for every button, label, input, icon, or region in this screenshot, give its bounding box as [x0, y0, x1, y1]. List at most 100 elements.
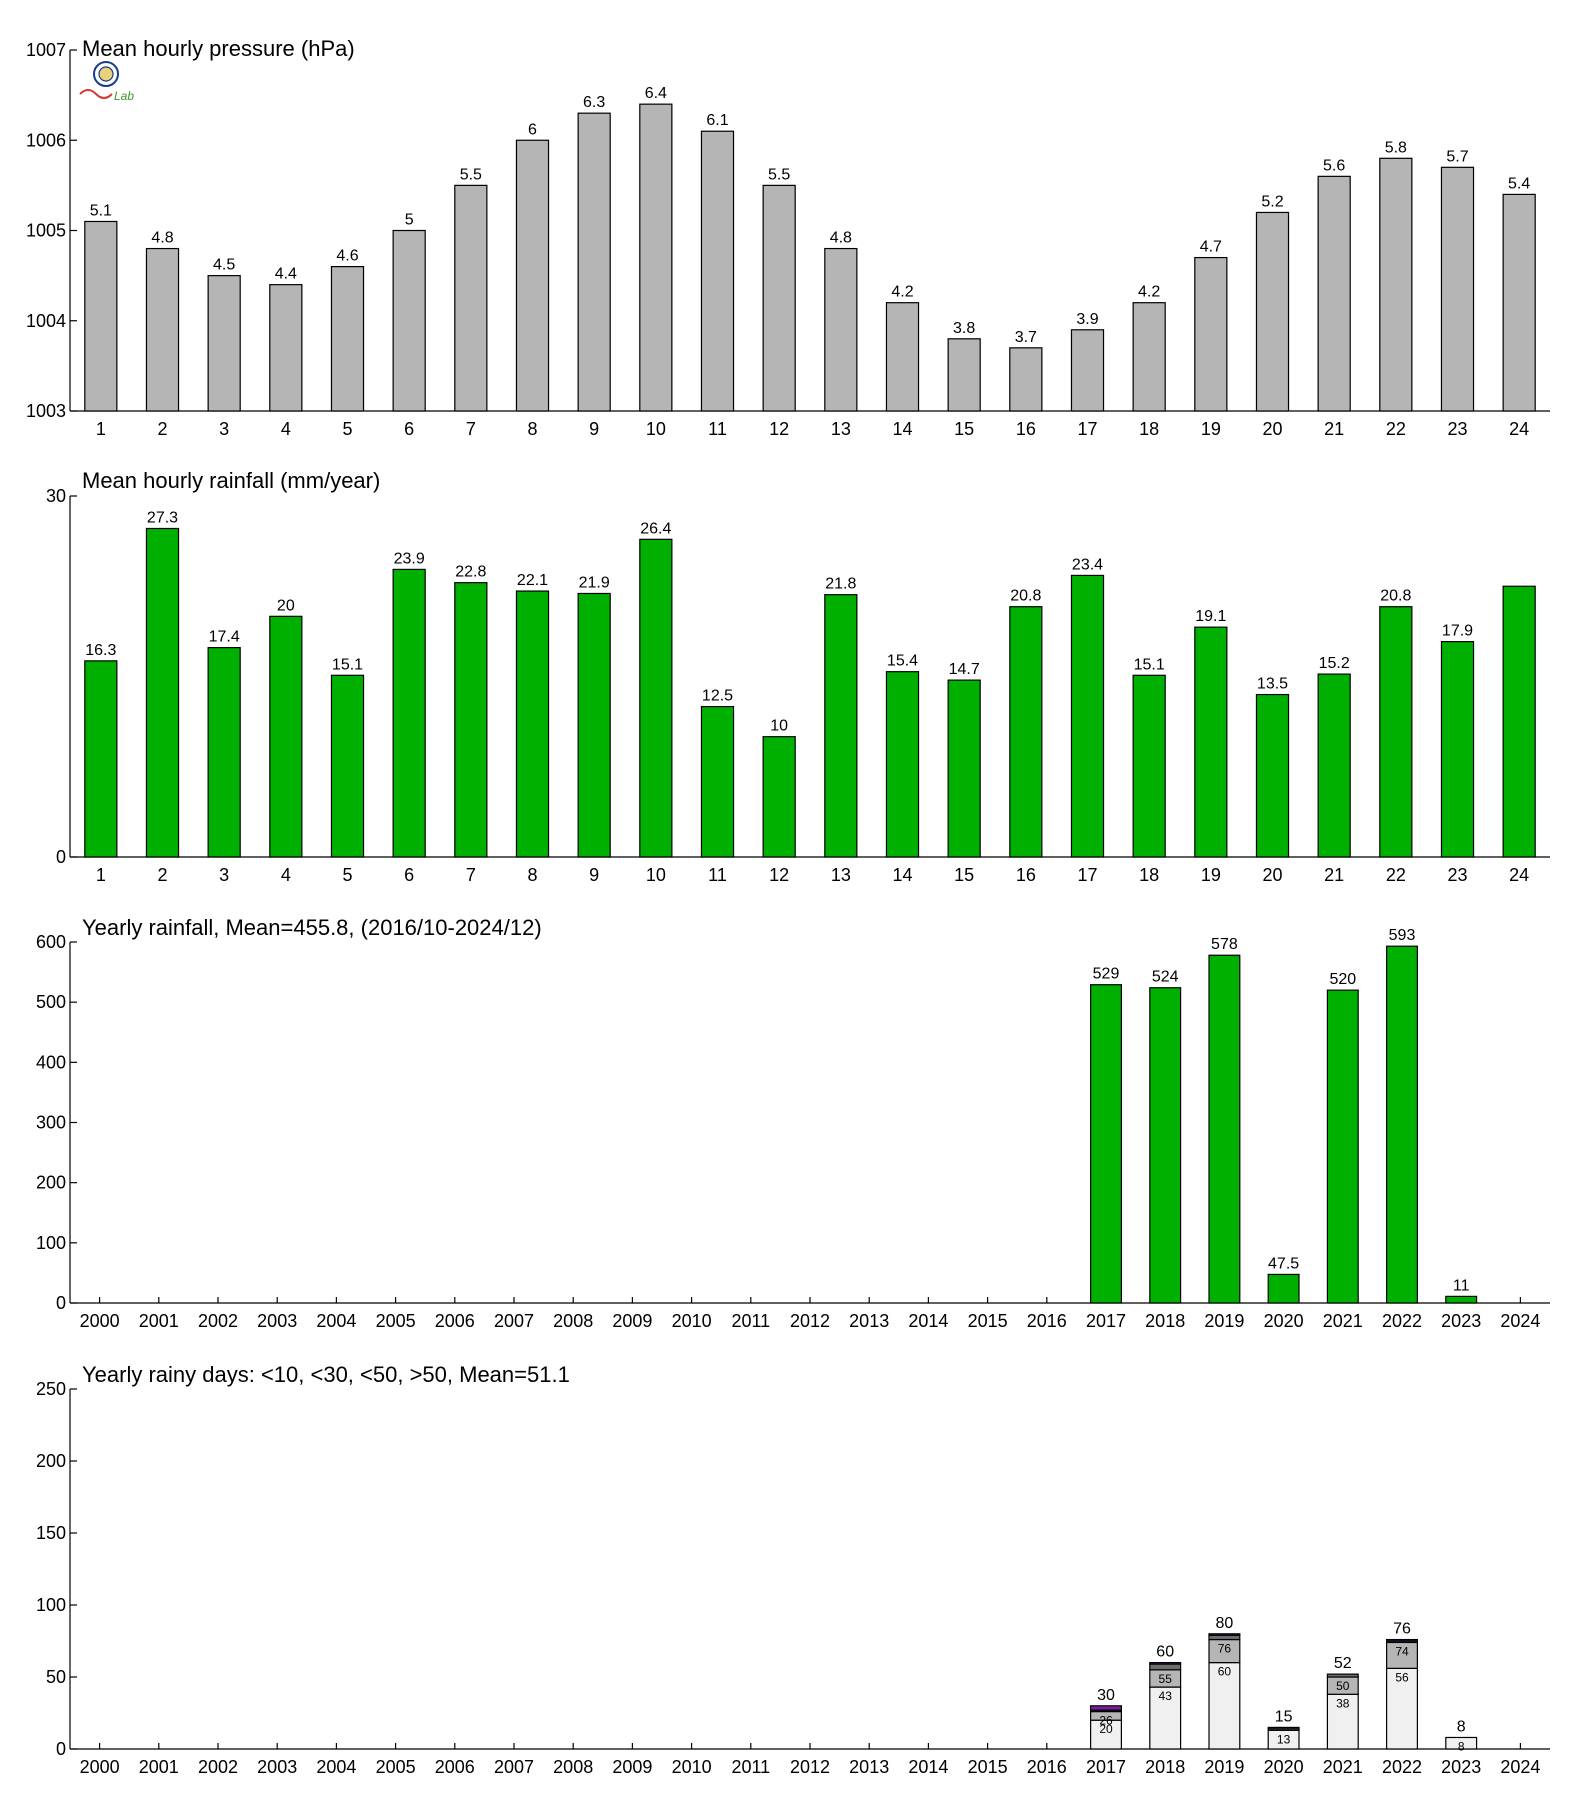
- value-label: 5.7: [1446, 148, 1468, 165]
- x-tick-label: 2008: [553, 1757, 593, 1777]
- value-label: 15.1: [1134, 656, 1165, 673]
- x-tick-label: 3: [219, 865, 229, 885]
- bar: [577, 112, 611, 412]
- bar: [762, 184, 796, 412]
- value-label: 22.8: [455, 564, 486, 581]
- y-tick-label: 500: [36, 992, 66, 1012]
- x-tick-label: 2010: [672, 1311, 712, 1331]
- stack-segment: [1208, 1661, 1241, 1750]
- bar: [1070, 329, 1105, 412]
- x-tick-label: 2018: [1145, 1311, 1185, 1331]
- stack-segment: [1149, 1663, 1182, 1671]
- y-tick-label: 200: [36, 1451, 66, 1471]
- total-label: 15: [1275, 1708, 1293, 1725]
- stack-segment: [1208, 1634, 1241, 1641]
- x-tick-label: 2001: [139, 1757, 179, 1777]
- x-tick-label: 14: [892, 865, 912, 885]
- bar: [824, 594, 858, 858]
- x-tick-label: 2024: [1500, 1757, 1540, 1777]
- chart-title: Mean hourly pressure (hPa): [82, 36, 355, 61]
- value-label: 6.1: [706, 112, 728, 129]
- x-tick-label: 7: [466, 419, 476, 439]
- x-tick-label: 2007: [494, 1757, 534, 1777]
- value-label: 5.5: [460, 166, 482, 183]
- x-tick-label: 2000: [80, 1757, 120, 1777]
- value-label: 16.3: [85, 642, 116, 659]
- bar: [1267, 1273, 1300, 1304]
- x-tick-label: 3: [219, 419, 229, 439]
- inner-label-lt10: 56: [1395, 1670, 1409, 1684]
- bar: [145, 527, 180, 858]
- bar: [515, 139, 550, 412]
- stack-segment: [1386, 1641, 1418, 1669]
- x-tick-label: 16: [1016, 865, 1036, 885]
- x-tick-label: 2004: [316, 1311, 356, 1331]
- bar: [1255, 211, 1290, 412]
- total-label: 80: [1216, 1615, 1234, 1632]
- value-label: 26.4: [640, 520, 671, 537]
- x-tick-label: 17: [1077, 419, 1097, 439]
- x-tick-label: 2021: [1323, 1757, 1363, 1777]
- x-tick-label: 11: [708, 419, 727, 439]
- value-label: 524: [1152, 969, 1179, 986]
- x-tick-label: 2023: [1441, 1311, 1481, 1331]
- value-label: 20.8: [1380, 588, 1411, 605]
- stack-segment: [1267, 1726, 1300, 1730]
- x-tick-label: 2015: [968, 1757, 1008, 1777]
- x-tick-label: 2002: [198, 1757, 238, 1777]
- x-tick-label: 12: [769, 865, 789, 885]
- value-label: 578: [1211, 936, 1238, 953]
- x-tick-label: 2020: [1264, 1757, 1304, 1777]
- bar: [1009, 347, 1043, 412]
- y-tick-label: 30: [46, 486, 66, 506]
- value-label: 4.2: [891, 284, 913, 301]
- bar: [1317, 175, 1351, 412]
- y-tick-label: 200: [36, 1173, 66, 1193]
- x-tick-label: 6: [404, 865, 414, 885]
- x-tick-label: 2018: [1145, 1757, 1185, 1777]
- x-tick-label: 18: [1139, 419, 1159, 439]
- x-tick-label: 19: [1201, 419, 1221, 439]
- y-tick-label: 100: [36, 1595, 66, 1615]
- x-tick-label: 2: [157, 419, 167, 439]
- stack-segment: [1090, 1705, 1122, 1711]
- x-tick-label: 1: [96, 865, 106, 885]
- value-label: 21.8: [825, 576, 856, 593]
- bar: [577, 592, 611, 858]
- x-tick-label: 9: [589, 419, 599, 439]
- value-label: 20.8: [1010, 588, 1041, 605]
- x-tick-label: 2014: [908, 1311, 948, 1331]
- y-tick-label: 300: [36, 1113, 66, 1133]
- stack-segment: [1445, 1736, 1478, 1750]
- x-tick-label: 2013: [849, 1757, 889, 1777]
- value-label: 23.9: [394, 550, 425, 567]
- x-tick-label: 12: [769, 419, 789, 439]
- value-label: 19.1: [1195, 608, 1226, 625]
- x-tick-label: 2006: [435, 1757, 475, 1777]
- station-seal-logo-icon: Lab: [79, 61, 134, 103]
- x-tick-label: 2000: [80, 1311, 120, 1331]
- value-label: 11: [1453, 1277, 1470, 1294]
- value-label: 20: [277, 597, 295, 614]
- x-tick-label: 20: [1262, 419, 1282, 439]
- inner-label-lt30: 74: [1395, 1644, 1409, 1658]
- x-tick-label: 2003: [257, 1311, 297, 1331]
- inner-label-lt10: 20: [1099, 1722, 1113, 1736]
- value-label: 14.7: [949, 661, 980, 678]
- value-label: 5.4: [1508, 175, 1530, 192]
- x-tick-label: 2016: [1027, 1311, 1067, 1331]
- bar: [1379, 157, 1413, 412]
- value-label: 3.8: [953, 320, 975, 337]
- logo-text: Lab: [114, 89, 134, 103]
- x-tick-label: 2004: [316, 1757, 356, 1777]
- bar: [1194, 626, 1228, 858]
- x-tick-label: 2017: [1086, 1311, 1126, 1331]
- bar: [392, 229, 426, 412]
- bar: [824, 247, 858, 412]
- x-tick-label: 8: [527, 865, 537, 885]
- value-label: 4.6: [336, 248, 358, 265]
- bar: [269, 615, 303, 858]
- value-label: 5: [405, 212, 414, 229]
- value-label: 4.8: [830, 230, 852, 247]
- bar: [947, 679, 981, 858]
